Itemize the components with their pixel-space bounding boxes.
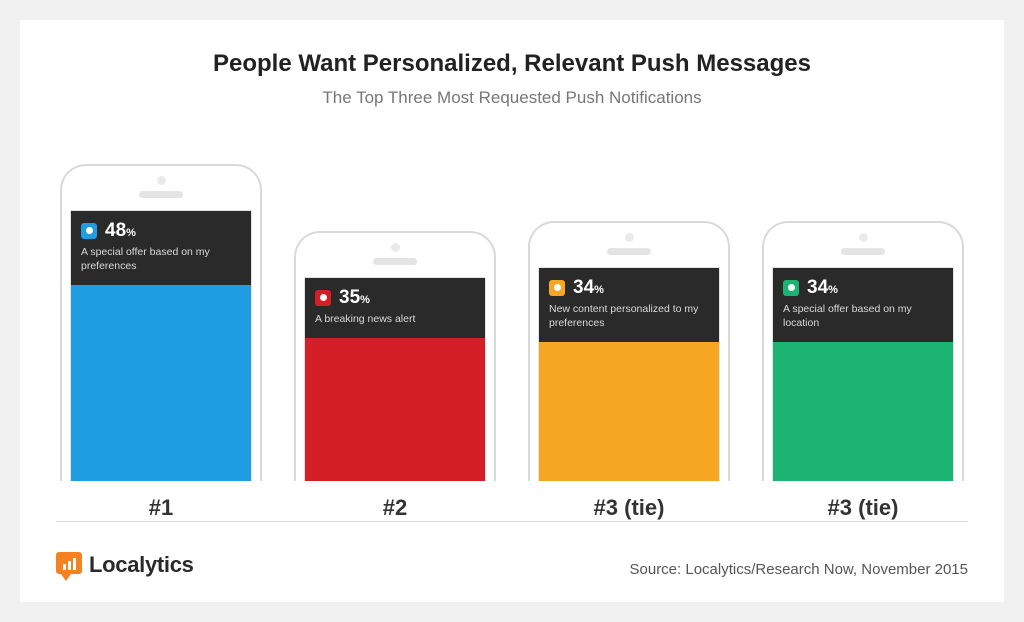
notification-desc: A special offer based on my preferences	[81, 245, 231, 273]
infographic-card: People Want Personalized, Relevant Push …	[20, 20, 1004, 602]
phone-frame: 34% New content personalized to my prefe…	[528, 221, 730, 481]
logo-text: Localytics	[89, 552, 194, 578]
percent-value: 35%	[339, 288, 370, 307]
notification-banner: 34% A special offer based on my location	[773, 268, 953, 342]
phone-unit: 35% A breaking news alert #2	[294, 231, 496, 521]
logo-mark-icon	[56, 552, 82, 578]
color-fill	[71, 285, 251, 481]
rank-label: #3 (tie)	[828, 495, 899, 521]
phone-sensor-icon	[391, 243, 400, 252]
phone-sensor-icon	[859, 233, 868, 242]
notification-desc: A breaking news alert	[315, 312, 465, 326]
phone-screen: 48% A special offer based on my preferen…	[70, 210, 252, 481]
notification-desc: A special offer based on my location	[783, 302, 933, 330]
percent-value: 34%	[573, 278, 604, 297]
phone-screen: 35% A breaking news alert	[304, 277, 486, 481]
notification-banner: 35% A breaking news alert	[305, 278, 485, 338]
phone-frame: 48% A special offer based on my preferen…	[60, 164, 262, 481]
source-text: Source: Localytics/Research Now, Novembe…	[630, 561, 969, 578]
brand-logo: Localytics	[56, 552, 194, 578]
phone-unit: 48% A special offer based on my preferen…	[60, 164, 262, 521]
phone-unit: 34% New content personalized to my prefe…	[528, 221, 730, 521]
phone-sensor-icon	[625, 233, 634, 242]
percent-value: 48%	[105, 221, 136, 240]
phone-frame: 34% A special offer based on my location	[762, 221, 964, 481]
phone-speaker-icon	[841, 248, 885, 255]
notification-banner: 48% A special offer based on my preferen…	[71, 211, 251, 285]
phone-screen: 34% A special offer based on my location	[772, 267, 954, 481]
app-icon	[549, 280, 565, 296]
phone-speaker-icon	[139, 191, 183, 198]
phone-frame: 35% A breaking news alert	[294, 231, 496, 481]
color-fill	[539, 342, 719, 481]
app-icon	[315, 290, 331, 306]
percent-value: 34%	[807, 278, 838, 297]
phone-speaker-icon	[607, 248, 651, 255]
notification-desc: New content personalized to my preferenc…	[549, 302, 699, 330]
phone-sensor-icon	[157, 176, 166, 185]
color-fill	[773, 342, 953, 481]
phones-row: 48% A special offer based on my preferen…	[56, 164, 968, 522]
app-icon	[81, 223, 97, 239]
phone-unit: 34% A special offer based on my location…	[762, 221, 964, 521]
notification-banner: 34% New content personalized to my prefe…	[539, 268, 719, 342]
title: People Want Personalized, Relevant Push …	[56, 50, 968, 78]
phone-screen: 34% New content personalized to my prefe…	[538, 267, 720, 481]
app-icon	[783, 280, 799, 296]
subtitle: The Top Three Most Requested Push Notifi…	[56, 88, 968, 108]
phone-speaker-icon	[373, 258, 417, 265]
color-fill	[305, 338, 485, 481]
footer: Localytics Source: Localytics/Research N…	[56, 552, 968, 578]
rank-label: #3 (tie)	[594, 495, 665, 521]
rank-label: #2	[383, 495, 407, 521]
rank-label: #1	[149, 495, 173, 521]
